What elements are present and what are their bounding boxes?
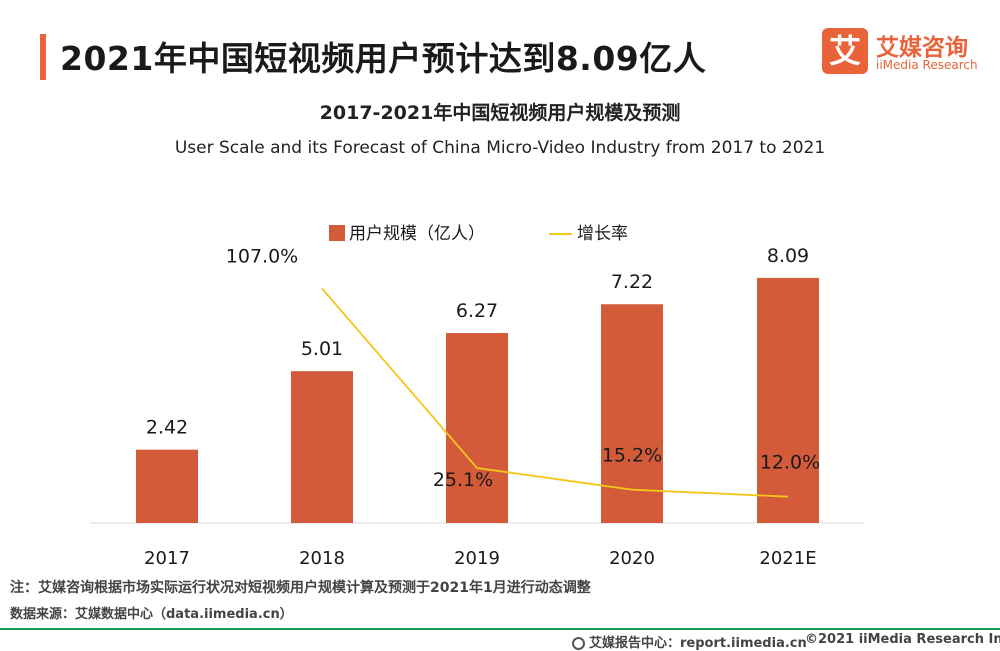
chart-title: 2017-2021年中国短视频用户规模及预测 xyxy=(319,102,681,124)
logo-mark: 艾 xyxy=(822,28,868,74)
bar-value-label-2017: 2.42 xyxy=(146,417,188,439)
footer-copyright: ©2021 iiMedia Research Inc xyxy=(805,632,1000,647)
growth-label-2020: 15.2% xyxy=(602,445,662,467)
x-tick-label-2017: 2017 xyxy=(144,548,190,569)
x-tick-label-2019: 2019 xyxy=(454,548,500,569)
bar-2019 xyxy=(446,333,508,523)
footer-report-center: 艾媒报告中心：report.iimedia.cn xyxy=(572,632,807,651)
chart-subtitle: User Scale and its Forecast of China Mic… xyxy=(174,138,826,158)
growth-rate-line xyxy=(321,287,789,498)
bar-value-label-2020: 7.22 xyxy=(611,271,653,293)
bar-2018 xyxy=(291,371,353,523)
footer-report-text: 艾媒报告中心：report.iimedia.cn xyxy=(589,636,807,651)
data-source: 数据来源：艾媒数据中心（data.iimedia.cn） xyxy=(10,607,293,622)
bar-value-label-2018: 5.01 xyxy=(301,338,343,360)
page-title: 2021年中国短视频用户预计达到8.09亿人 xyxy=(60,39,707,78)
growth-label-2019: 25.1% xyxy=(433,469,493,491)
growth-label-2018: 107.0% xyxy=(226,245,298,267)
logo-text-cn: 艾媒咨询 xyxy=(876,35,968,61)
legend-label-line: 增长率 xyxy=(577,224,628,244)
logo-text-en: iiMedia Research xyxy=(876,58,978,72)
legend-label-bar: 用户规模（亿人） xyxy=(349,224,485,244)
x-tick-label-2018: 2018 xyxy=(299,548,345,569)
footer-divider xyxy=(0,628,1000,630)
bar-2021E xyxy=(757,277,819,523)
iimedia-logo: 艾 艾媒咨询 iiMedia Research xyxy=(822,28,987,78)
x-tick-label-2020: 2020 xyxy=(609,548,655,569)
growth-label-2021E: 12.0% xyxy=(760,452,820,474)
bar-value-label-2021E: 8.09 xyxy=(767,245,809,267)
globe-icon xyxy=(572,637,585,650)
bar-2017 xyxy=(136,449,198,523)
chart-note: 注：艾媒咨询根据市场实际运行状况对短视频用户规模计算及预测于2021年1月进行动… xyxy=(10,580,591,596)
title-accent-bar xyxy=(40,34,46,80)
x-tick-label-2021E: 2021E xyxy=(759,548,816,569)
legend-swatch-bar xyxy=(329,225,345,241)
bar-value-label-2019: 6.27 xyxy=(456,300,498,322)
